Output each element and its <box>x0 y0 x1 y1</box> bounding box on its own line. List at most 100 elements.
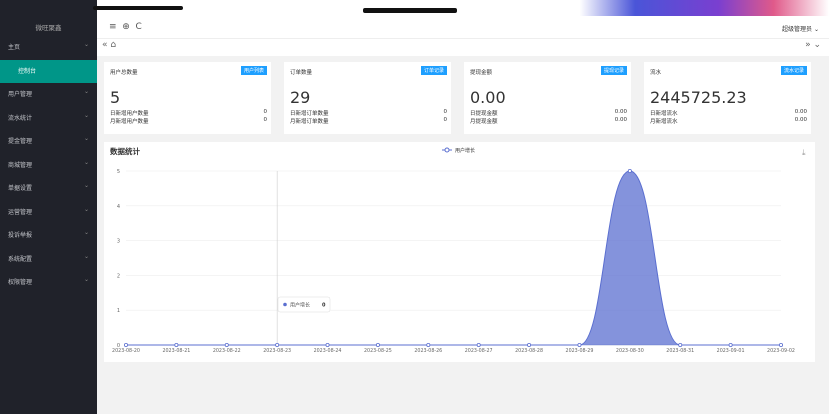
nav-item[interactable]: 主页 <box>0 33 97 60</box>
row-label: 日提现金额 <box>470 111 498 117</box>
card-row: 月新增流水 0.00 <box>650 117 807 125</box>
stat-card: 提现金额 提现记录 0.00 日提现金额 0.00 月提现金额 0.00 <box>464 62 631 134</box>
card-tag[interactable]: 流水记录 <box>780 66 807 75</box>
row-label: 日新增用户数量 <box>110 111 149 117</box>
card-value: 2445725.23 <box>650 88 747 107</box>
nav-label: 商城管理 <box>8 161 33 169</box>
nav-label: 控制台 <box>18 67 37 75</box>
card-tag[interactable]: 用户列表 <box>240 66 267 75</box>
row-label: 日新增流水 <box>650 111 678 117</box>
stat-card: 用户总数量 用户列表 5 日新增用户数量 0 月新增用户数量 0 <box>104 62 271 134</box>
point <box>728 342 733 347</box>
card-row: 日新增用户数量 0 <box>110 109 267 117</box>
point <box>174 342 179 347</box>
nav-label: 运营管理 <box>8 208 33 216</box>
point <box>224 342 229 347</box>
point <box>476 342 481 347</box>
tab-nav[interactable]: » ⌄ <box>805 40 821 50</box>
tooltip-value: 0 <box>322 303 326 309</box>
footer <box>97 400 829 414</box>
tooltip <box>277 296 331 313</box>
card-row: 日新增流水 0.00 <box>650 109 807 117</box>
nav-item[interactable]: 权限管理 <box>0 268 97 295</box>
point <box>325 342 330 347</box>
nav-label: 主页 <box>8 44 21 51</box>
point <box>779 342 784 347</box>
download-icon[interactable]: ⤓ <box>802 148 806 157</box>
card-tag[interactable]: 订单记录 <box>420 66 447 75</box>
x-tick-label: 2023-09-01 <box>717 348 745 354</box>
point <box>527 342 532 347</box>
chart-panel: 数据统计 ⤓ 0 1 2 3 4 5 2023-08-20 2023-08-21 2023-08-2… <box>104 142 815 362</box>
point <box>375 342 380 347</box>
toolbar-icons[interactable]: ≡ ⊕ C <box>109 22 142 32</box>
row-label: 日新增订单数量 <box>290 111 329 117</box>
point <box>275 342 280 347</box>
nav-item[interactable]: 提金管理 <box>0 127 97 154</box>
nav-item[interactable]: 运营管理 <box>0 198 97 225</box>
row-value: 0 <box>263 109 268 115</box>
x-tick-label: 2023-08-20 <box>112 348 140 354</box>
nav-item[interactable]: 系统配置 <box>0 245 97 272</box>
x-tick-label: 2023-09-02 <box>767 348 795 354</box>
card-title: 用户总数量 <box>110 70 138 76</box>
line <box>126 170 781 346</box>
sidebar: 微旺聚鑫 主页控制台用户管理流水统计提金管理商城管理单据设置运营管理投诉举报系统… <box>0 0 97 414</box>
nav-item[interactable]: 单据设置 <box>0 174 97 201</box>
card-row: 月新增用户数量 0 <box>110 117 267 125</box>
card-value: 29 <box>290 88 311 107</box>
x-tick-label: 2023-08-24 <box>314 348 342 354</box>
nav-item[interactable]: 投诉举报 <box>0 221 97 248</box>
row-label: 月新增订单数量 <box>290 119 329 125</box>
y-tick-label: 0 <box>117 343 120 349</box>
row-value: 0.00 <box>794 117 807 123</box>
row-label: 月新增用户数量 <box>110 119 149 125</box>
nav-label: 系统配置 <box>8 255 33 263</box>
row-value: 0 <box>443 117 448 123</box>
nav-label: 权限管理 <box>8 279 33 286</box>
y-tick-label: 1 <box>117 308 120 314</box>
point <box>627 168 632 173</box>
y-tick-label: 3 <box>117 239 120 245</box>
card-title: 订单数量 <box>290 70 313 76</box>
x-tick-label: 2023-08-22 <box>213 348 241 354</box>
row-value: 0 <box>443 109 448 115</box>
banner <box>552 0 829 16</box>
card-title: 提现金额 <box>470 70 493 76</box>
x-tick-label: 2023-08-23 <box>263 348 291 354</box>
point <box>577 342 582 347</box>
card-row: 日新增订单数量 0 <box>290 109 447 117</box>
stat-card: 订单数量 订单记录 29 日新增订单数量 0 月新增订单数量 0 <box>284 62 451 134</box>
point <box>123 342 128 347</box>
tooltip-marker <box>283 302 287 307</box>
x-tick-label: 2023-08-31 <box>666 348 694 354</box>
nav-label: 单据设置 <box>8 185 33 192</box>
chart-title: 数据统计 <box>110 146 140 156</box>
user-menu[interactable]: 超级管理员 ⌄ <box>782 26 819 33</box>
nav-item[interactable]: 用户管理 <box>0 80 97 107</box>
y-tick-label: 2 <box>117 273 120 279</box>
y-tick-label: 5 <box>117 169 120 175</box>
x-tick-label: 2023-08-30 <box>616 348 644 354</box>
card-tag[interactable]: 提现记录 <box>600 66 627 75</box>
tab-bar: « ⌂ » ⌄ <box>97 38 829 56</box>
nav-item[interactable]: 控制台 <box>0 59 97 83</box>
header: ≡ ⊕ C 超级管理员 ⌄ <box>93 0 829 38</box>
bar <box>93 6 183 10</box>
card-row: 日提现金额 0.00 <box>470 109 627 117</box>
x-tick-label: 2023-08-25 <box>364 348 392 354</box>
card-row: 月提现金额 0.00 <box>470 117 627 125</box>
nav-item[interactable]: 商城管理 <box>0 151 97 178</box>
nav-item[interactable]: 流水统计 <box>0 104 97 131</box>
legend-label: 用户增长 <box>455 147 475 154</box>
stat-card: 流水 流水记录 2445725.23 日新增流水 0.00 月新增流水 0.00 <box>644 62 811 134</box>
row-value: 0.00 <box>614 117 627 123</box>
x-tick-label: 2023-08-21 <box>162 348 190 354</box>
bar <box>363 8 457 13</box>
chart: 数据统计 ⤓ 0 1 2 3 4 5 2023-08-20 2023-08-21 2023-08-2… <box>110 146 806 354</box>
user: 超级管理员 <box>782 26 813 33</box>
tab-nav[interactable]: « ⌂ <box>102 40 117 50</box>
nav-label: 提金管理 <box>8 138 33 145</box>
card-value: 5 <box>110 88 121 107</box>
